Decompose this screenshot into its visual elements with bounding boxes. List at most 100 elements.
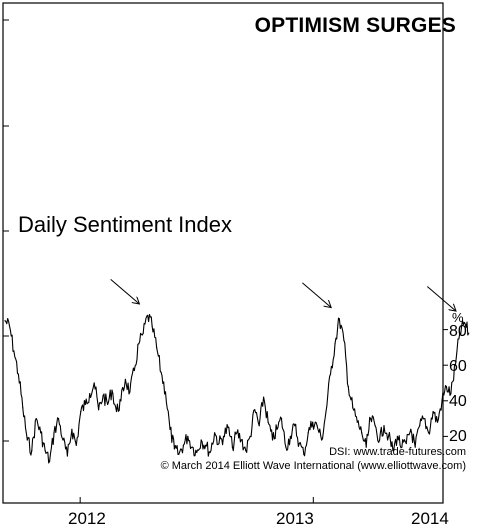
data-point <box>396 435 398 437</box>
data-point <box>405 442 407 445</box>
data-point <box>334 343 336 345</box>
chart-subtitle: Daily Sentiment Index <box>18 212 232 237</box>
data-point <box>133 369 135 372</box>
data-point <box>151 325 153 327</box>
data-point <box>450 393 452 395</box>
data-point <box>214 432 216 434</box>
data-point <box>383 425 385 427</box>
data-point <box>419 425 421 427</box>
data-point <box>374 425 376 427</box>
data-point <box>80 410 82 413</box>
data-point <box>231 446 233 448</box>
data-point <box>392 450 394 452</box>
data-point <box>205 444 207 446</box>
data-point <box>365 446 367 448</box>
data-point <box>182 444 184 446</box>
data-point <box>459 332 461 334</box>
series-line <box>4 313 470 464</box>
series-layer <box>4 313 470 464</box>
data-point <box>62 439 64 441</box>
data-point <box>147 314 149 316</box>
data-point <box>294 425 296 427</box>
data-point <box>423 418 425 420</box>
data-point <box>343 339 345 341</box>
data-point <box>115 410 118 413</box>
data-point <box>280 418 283 420</box>
data-point <box>53 432 55 434</box>
data-point <box>124 378 126 380</box>
data-point <box>267 421 269 423</box>
data-point <box>316 425 318 427</box>
data-point <box>387 435 390 437</box>
plot-frame <box>2 2 448 504</box>
data-point <box>120 400 122 402</box>
data-point <box>4 320 6 322</box>
copyright-credit: © March 2014 Elliott Wave International … <box>160 460 466 472</box>
annotation-layer <box>110 278 456 310</box>
data-point <box>468 332 470 334</box>
data-point <box>187 435 189 437</box>
data-point <box>263 396 265 398</box>
data-point <box>285 446 287 448</box>
data-point <box>321 439 323 441</box>
data-point <box>254 409 256 411</box>
data-point <box>410 428 412 430</box>
data-point <box>329 373 332 375</box>
data-point <box>129 391 131 393</box>
data-point <box>271 439 274 441</box>
y-tick-label: 60 <box>449 358 467 375</box>
data-point <box>75 444 77 446</box>
data-point <box>138 343 140 345</box>
data-point <box>303 453 305 455</box>
data-point <box>276 428 278 430</box>
data-point <box>31 450 33 452</box>
data-point <box>436 421 439 423</box>
data-point <box>454 364 456 366</box>
plot-border <box>2 2 444 504</box>
data-point <box>356 421 358 423</box>
data-point <box>361 432 363 434</box>
data-point <box>156 346 158 348</box>
data-point <box>258 425 260 427</box>
data-point <box>160 371 162 373</box>
y-tick-label: 20 <box>449 428 467 445</box>
data-point <box>209 451 211 453</box>
data-point <box>71 428 73 430</box>
data-point <box>191 446 193 448</box>
data-point <box>312 421 314 423</box>
x-tick-label: 2012 <box>68 509 106 528</box>
data-point <box>40 432 42 434</box>
data-source-credit: DSI: www.trade-futures.com <box>329 446 466 458</box>
data-point <box>307 432 309 434</box>
data-point <box>325 410 327 413</box>
data-point <box>93 382 95 384</box>
data-point <box>35 418 37 420</box>
data-point <box>338 318 340 320</box>
data-point <box>236 432 238 434</box>
peak-arrow <box>110 278 139 303</box>
data-point <box>200 439 202 441</box>
data-point <box>196 451 198 453</box>
data-point <box>432 410 434 413</box>
y-tick-label: 40 <box>449 393 467 410</box>
data-point <box>445 386 447 388</box>
data-point <box>289 435 291 437</box>
peak-arrow <box>302 282 330 307</box>
data-point <box>111 389 113 391</box>
data-point <box>57 418 60 420</box>
data-point <box>17 373 19 375</box>
data-point <box>441 400 443 402</box>
data-point <box>142 332 144 334</box>
data-point <box>164 391 167 393</box>
data-point <box>66 455 68 457</box>
data-point <box>401 446 403 448</box>
y-axis-unit: % <box>452 310 464 325</box>
data-point <box>245 450 247 452</box>
data-point <box>222 435 225 437</box>
data-point <box>227 426 229 429</box>
x-tick-label: 2013 <box>276 509 314 528</box>
chart-title: OPTIMISM SURGES <box>254 14 456 37</box>
data-point <box>89 393 91 395</box>
